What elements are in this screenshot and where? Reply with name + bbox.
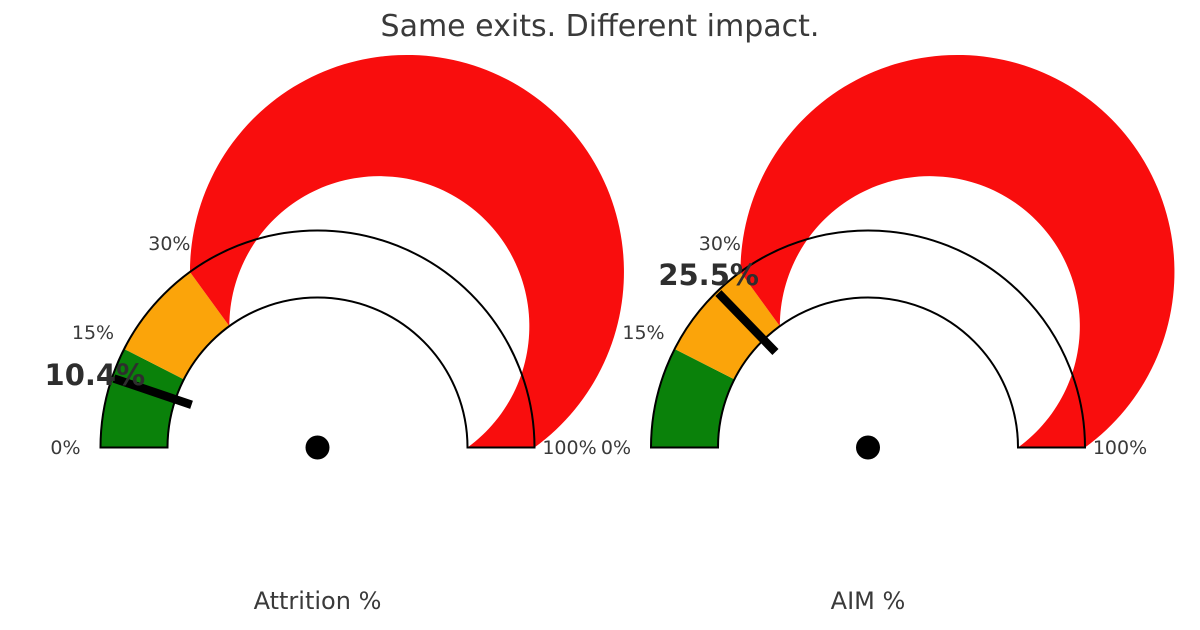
gauge-0-value-label: 10.4% — [44, 357, 146, 392]
gauge-1-pivot-dot — [856, 435, 880, 460]
gauge-1-tick-label-0: 0% — [600, 436, 632, 459]
gauge-0-pivot-dot — [305, 435, 330, 460]
gauge-1-zone-green — [651, 348, 735, 448]
gauge-title-attrition: Attrition % — [253, 587, 382, 615]
gauge-1-zone-orange — [674, 271, 780, 380]
gauge-0-zone-orange — [124, 271, 230, 380]
gauge-0-tick-label-100: 100% — [542, 436, 597, 459]
gauge-1-needle — [715, 290, 779, 355]
gauge-1-tick-label-100: 100% — [1092, 436, 1148, 459]
gauge-0-tick-label-15: 15% — [71, 322, 115, 345]
gauge-1-tick-label-30: 30% — [698, 232, 741, 255]
gauge-1-zone-red — [740, 54, 1175, 448]
gauge-0-tick-label-0: 0% — [50, 436, 81, 459]
gauge-1-outline — [649, 229, 1087, 449]
gauge-0-outline — [99, 229, 536, 449]
gauge-0-needle — [112, 374, 193, 409]
gauge-title-aim: AIM % — [830, 587, 906, 615]
gauge-0-zone-green — [100, 348, 184, 448]
figure-title: Same exits. Different impact. — [380, 9, 820, 44]
gauge-1-value-label: 25.5% — [658, 257, 759, 292]
gauge-0-zone-red — [189, 54, 624, 448]
gauge-1-tick-label-15: 15% — [622, 322, 665, 345]
gauge-0-tick-label-30: 30% — [148, 232, 191, 255]
